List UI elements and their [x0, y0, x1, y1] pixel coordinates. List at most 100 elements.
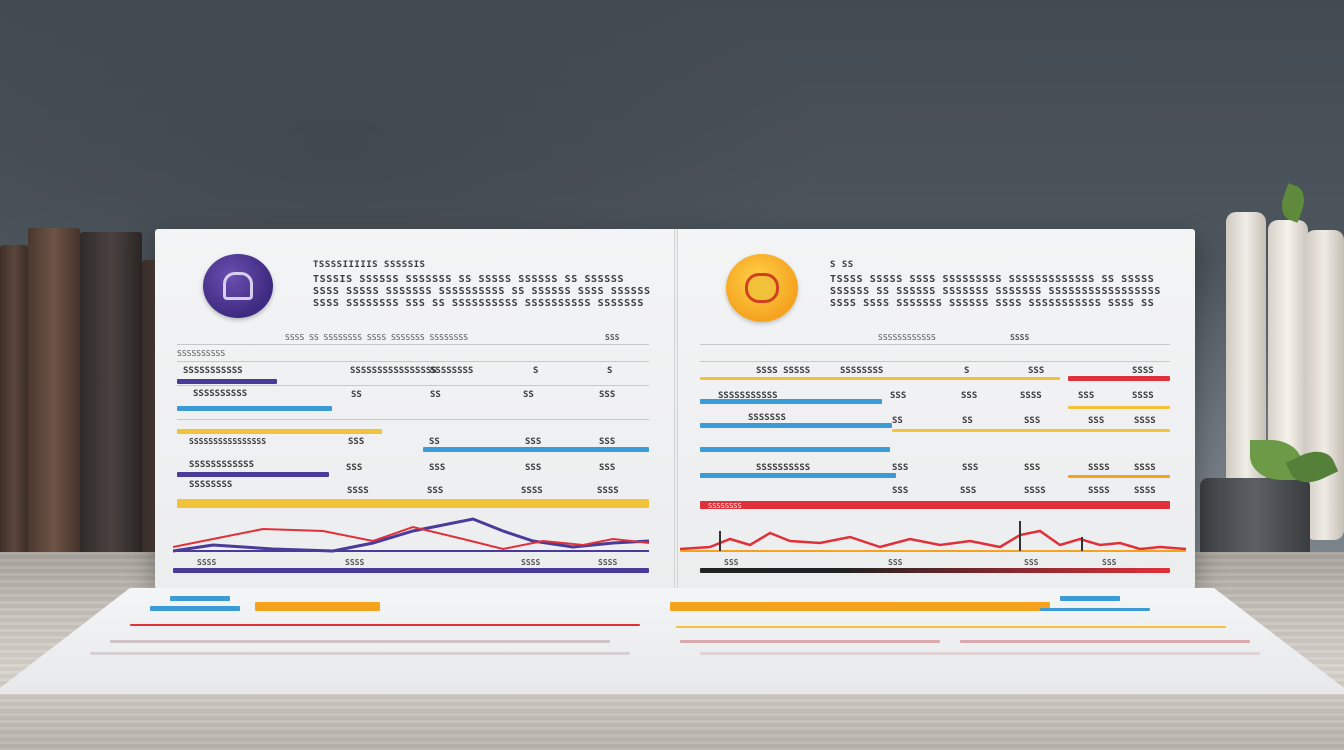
row-label: SSSSSSSSSSSS [189, 460, 255, 470]
footer-label: SSSS [197, 558, 217, 567]
yellow-bar [700, 377, 1060, 380]
blue-bar [700, 473, 896, 478]
sheet-text-line [680, 640, 940, 643]
row-label: SSSSSSSSSSS [718, 391, 778, 401]
footer-label: SSSS [521, 558, 541, 567]
row-value: SSS [599, 437, 616, 447]
sheet-orange-mark [255, 602, 380, 611]
emblem-icon [745, 273, 779, 303]
sheet-blue-mark [170, 596, 230, 601]
book [28, 228, 80, 555]
row-label: SSSSSSSS [708, 502, 742, 510]
header-line: SSSS SSSSS SSSSSSS SSSSSSSSSS SS SSSSSS … [313, 286, 651, 297]
row-value: SSSS [1088, 486, 1110, 496]
row-label: SSSSSSSSSSS [183, 366, 243, 376]
row-value: SSS [960, 486, 977, 496]
yellow-bar [1068, 406, 1170, 409]
row-label: SSSSSSSS [189, 480, 233, 490]
header-line: SSSS SSSSSSSS SSS SS SSSSSSSSSS SSSSSSSS… [313, 298, 645, 309]
red-bar [700, 501, 1170, 509]
row-value: SSS [961, 391, 978, 401]
row-value: SSS [962, 463, 979, 473]
row-label: SSSSSSSSSS [756, 463, 811, 473]
row-value: SSSS [521, 486, 543, 496]
purple-bar [177, 379, 277, 384]
row-value: SSSSSSSS [430, 366, 474, 376]
row-value: SS [430, 390, 441, 400]
row-value: SS [429, 437, 440, 447]
sheet-blue-mark [1060, 596, 1120, 601]
divider [700, 361, 1170, 362]
left-report-panel: TSSSSIIIIIS SSSSSIS TSSSIS SSSSSS SSSSSS… [155, 229, 674, 589]
blue-bar [423, 447, 649, 452]
divider [700, 344, 1170, 345]
sheet-blue-mark [1040, 608, 1150, 611]
sheet-text-line [110, 640, 610, 643]
row-value: SSS [429, 463, 446, 473]
yellow-bar [177, 429, 382, 434]
row-value: SSS [1088, 416, 1105, 426]
row-value: SSSS [1024, 486, 1046, 496]
gradient-bar [700, 568, 1170, 573]
row-value: SSSS [1132, 391, 1154, 401]
row-value: SSS [599, 463, 616, 473]
sheet-orange-mark [670, 602, 1050, 611]
purple-emblem-logo [203, 254, 273, 318]
yellow-bar [892, 429, 1170, 432]
line-chart [173, 517, 650, 553]
yellow-bar [177, 499, 649, 508]
row-value: SSS [525, 437, 542, 447]
footer-label: SSSS [598, 558, 618, 567]
column-header: SSSS [1010, 333, 1030, 342]
book [0, 245, 28, 555]
row-value: SSSSSSSS [840, 366, 884, 376]
footer-label: SSSS [345, 558, 365, 567]
row-value: SSS [1024, 416, 1041, 426]
row-value: SSS [892, 463, 909, 473]
sheet-text-line [960, 640, 1250, 643]
emblem-icon [223, 272, 253, 300]
row-value: SSSS [1134, 486, 1156, 496]
orange-bar [1068, 475, 1170, 478]
column-header: SSSS SS SSSSSSSS SSSS SSSSSSS SSSSSSSS [285, 333, 469, 342]
row-value: SSS [348, 437, 365, 447]
row-value: SSS [1078, 391, 1095, 401]
red-bar [1068, 376, 1170, 381]
row-label: SSSS SSSSS [756, 366, 811, 376]
row-value: SSSS [1134, 463, 1156, 473]
row-value: SSSS [597, 486, 619, 496]
red-trend-line [680, 529, 1187, 551]
paper-roll [1305, 230, 1344, 540]
sheet-text-line [700, 652, 1260, 655]
row-value: S [533, 366, 539, 376]
sheet-text-line [90, 652, 630, 655]
blue-bar [700, 423, 892, 428]
row-label: SSSSSSS [748, 413, 786, 423]
board-fold [674, 229, 678, 589]
row-value: SSS [599, 390, 616, 400]
header-line: SSSS SSSS SSSSSSS SSSSSS SSSS SSSSSSSSSS… [830, 298, 1155, 309]
line-chart [680, 521, 1187, 552]
red-trend-line [173, 525, 650, 551]
footer-label: SSS [888, 558, 903, 567]
header-line: TSSSSIIIIIS SSSSSIS [313, 260, 426, 270]
divider [177, 361, 649, 362]
book [80, 232, 142, 555]
row-value: SS [351, 390, 362, 400]
row-value: SSSS [1134, 416, 1156, 426]
row-value: SSS [890, 391, 907, 401]
purple-bar [173, 568, 649, 573]
sheet-red-line [130, 624, 640, 626]
column-header: SSS [605, 333, 620, 342]
row-value: SSS [427, 486, 444, 496]
orange-emblem-logo [726, 254, 798, 322]
row-value: SSSS [1020, 391, 1042, 401]
row-value: SS [523, 390, 534, 400]
header-line: S SS [830, 260, 854, 270]
column-header: SSSSSSSSSSSS [878, 333, 936, 342]
row-value: S [607, 366, 613, 376]
row-value: SS [962, 416, 973, 426]
row-value: SSS [346, 463, 363, 473]
row-value: SSSSSSSSSSSSSSSS [350, 366, 437, 376]
purple-bar [177, 472, 329, 477]
